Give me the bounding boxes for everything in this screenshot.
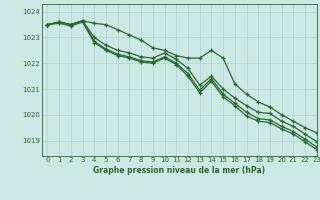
X-axis label: Graphe pression niveau de la mer (hPa): Graphe pression niveau de la mer (hPa) (93, 166, 265, 175)
